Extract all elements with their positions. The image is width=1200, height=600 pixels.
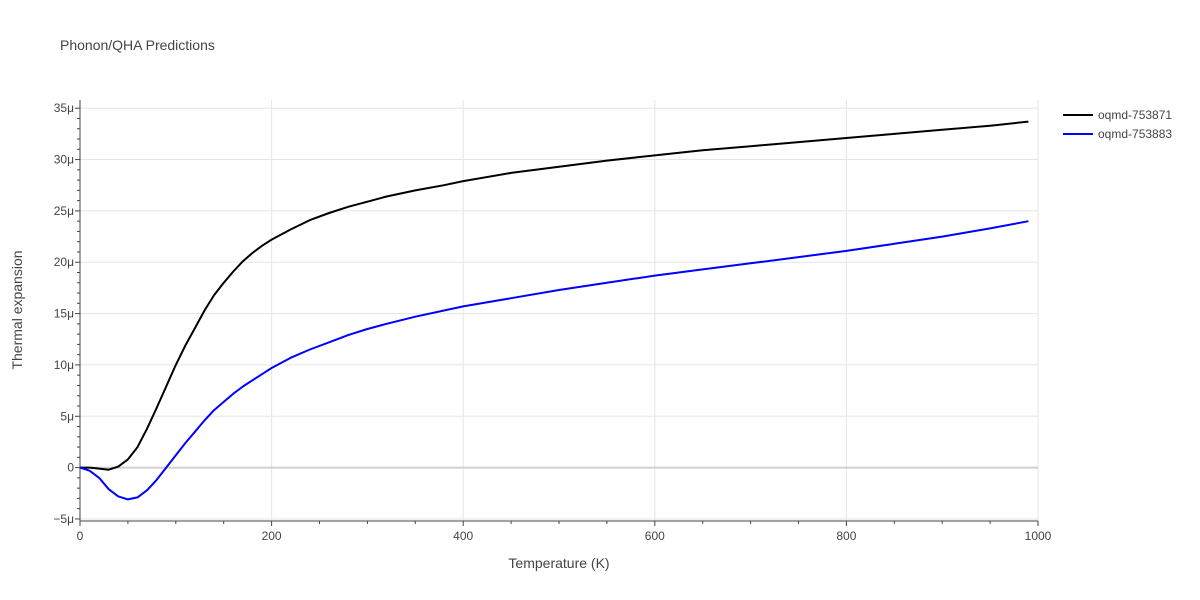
x-tick-label: 1000 bbox=[1025, 529, 1052, 543]
y-tick-label: 15μ bbox=[54, 307, 74, 321]
plot-area bbox=[79, 120, 1029, 501]
legend: oqmd-753871 oqmd-753883 bbox=[1063, 108, 1172, 141]
y-tick-label: 35μ bbox=[54, 101, 74, 115]
x-tick-label: 0 bbox=[77, 529, 84, 543]
x-tick-label: 800 bbox=[836, 529, 856, 543]
series-line-oqmd-753883 bbox=[79, 220, 1029, 501]
legend-label: oqmd-753883 bbox=[1098, 127, 1172, 141]
axes: 0 200 400 600 800 1000−5μ05μ10μ15μ20μ25μ30μ35… bbox=[53, 100, 1052, 543]
y-tick-label: 10μ bbox=[54, 358, 74, 372]
chart-title: Phonon/QHA Predictions bbox=[60, 37, 215, 53]
legend-label: oqmd-753871 bbox=[1098, 108, 1172, 122]
y-tick-label: 25μ bbox=[54, 204, 74, 218]
series-line-oqmd-753871 bbox=[80, 120, 1029, 471]
x-axis-title: Temperature (K) bbox=[508, 555, 609, 571]
y-tick-label: 30μ bbox=[54, 153, 74, 167]
y-tick-label: 5μ bbox=[60, 409, 74, 423]
x-tick-label: 200 bbox=[262, 529, 282, 543]
x-tick-label: 400 bbox=[453, 529, 473, 543]
y-tick-label: −5μ bbox=[53, 512, 74, 526]
y-tick-label: 0 bbox=[67, 461, 74, 475]
y-axis-title: Thermal expansion bbox=[9, 250, 25, 369]
grid bbox=[80, 100, 1039, 521]
y-tick-label: 20μ bbox=[54, 255, 74, 269]
x-tick-label: 600 bbox=[645, 529, 665, 543]
